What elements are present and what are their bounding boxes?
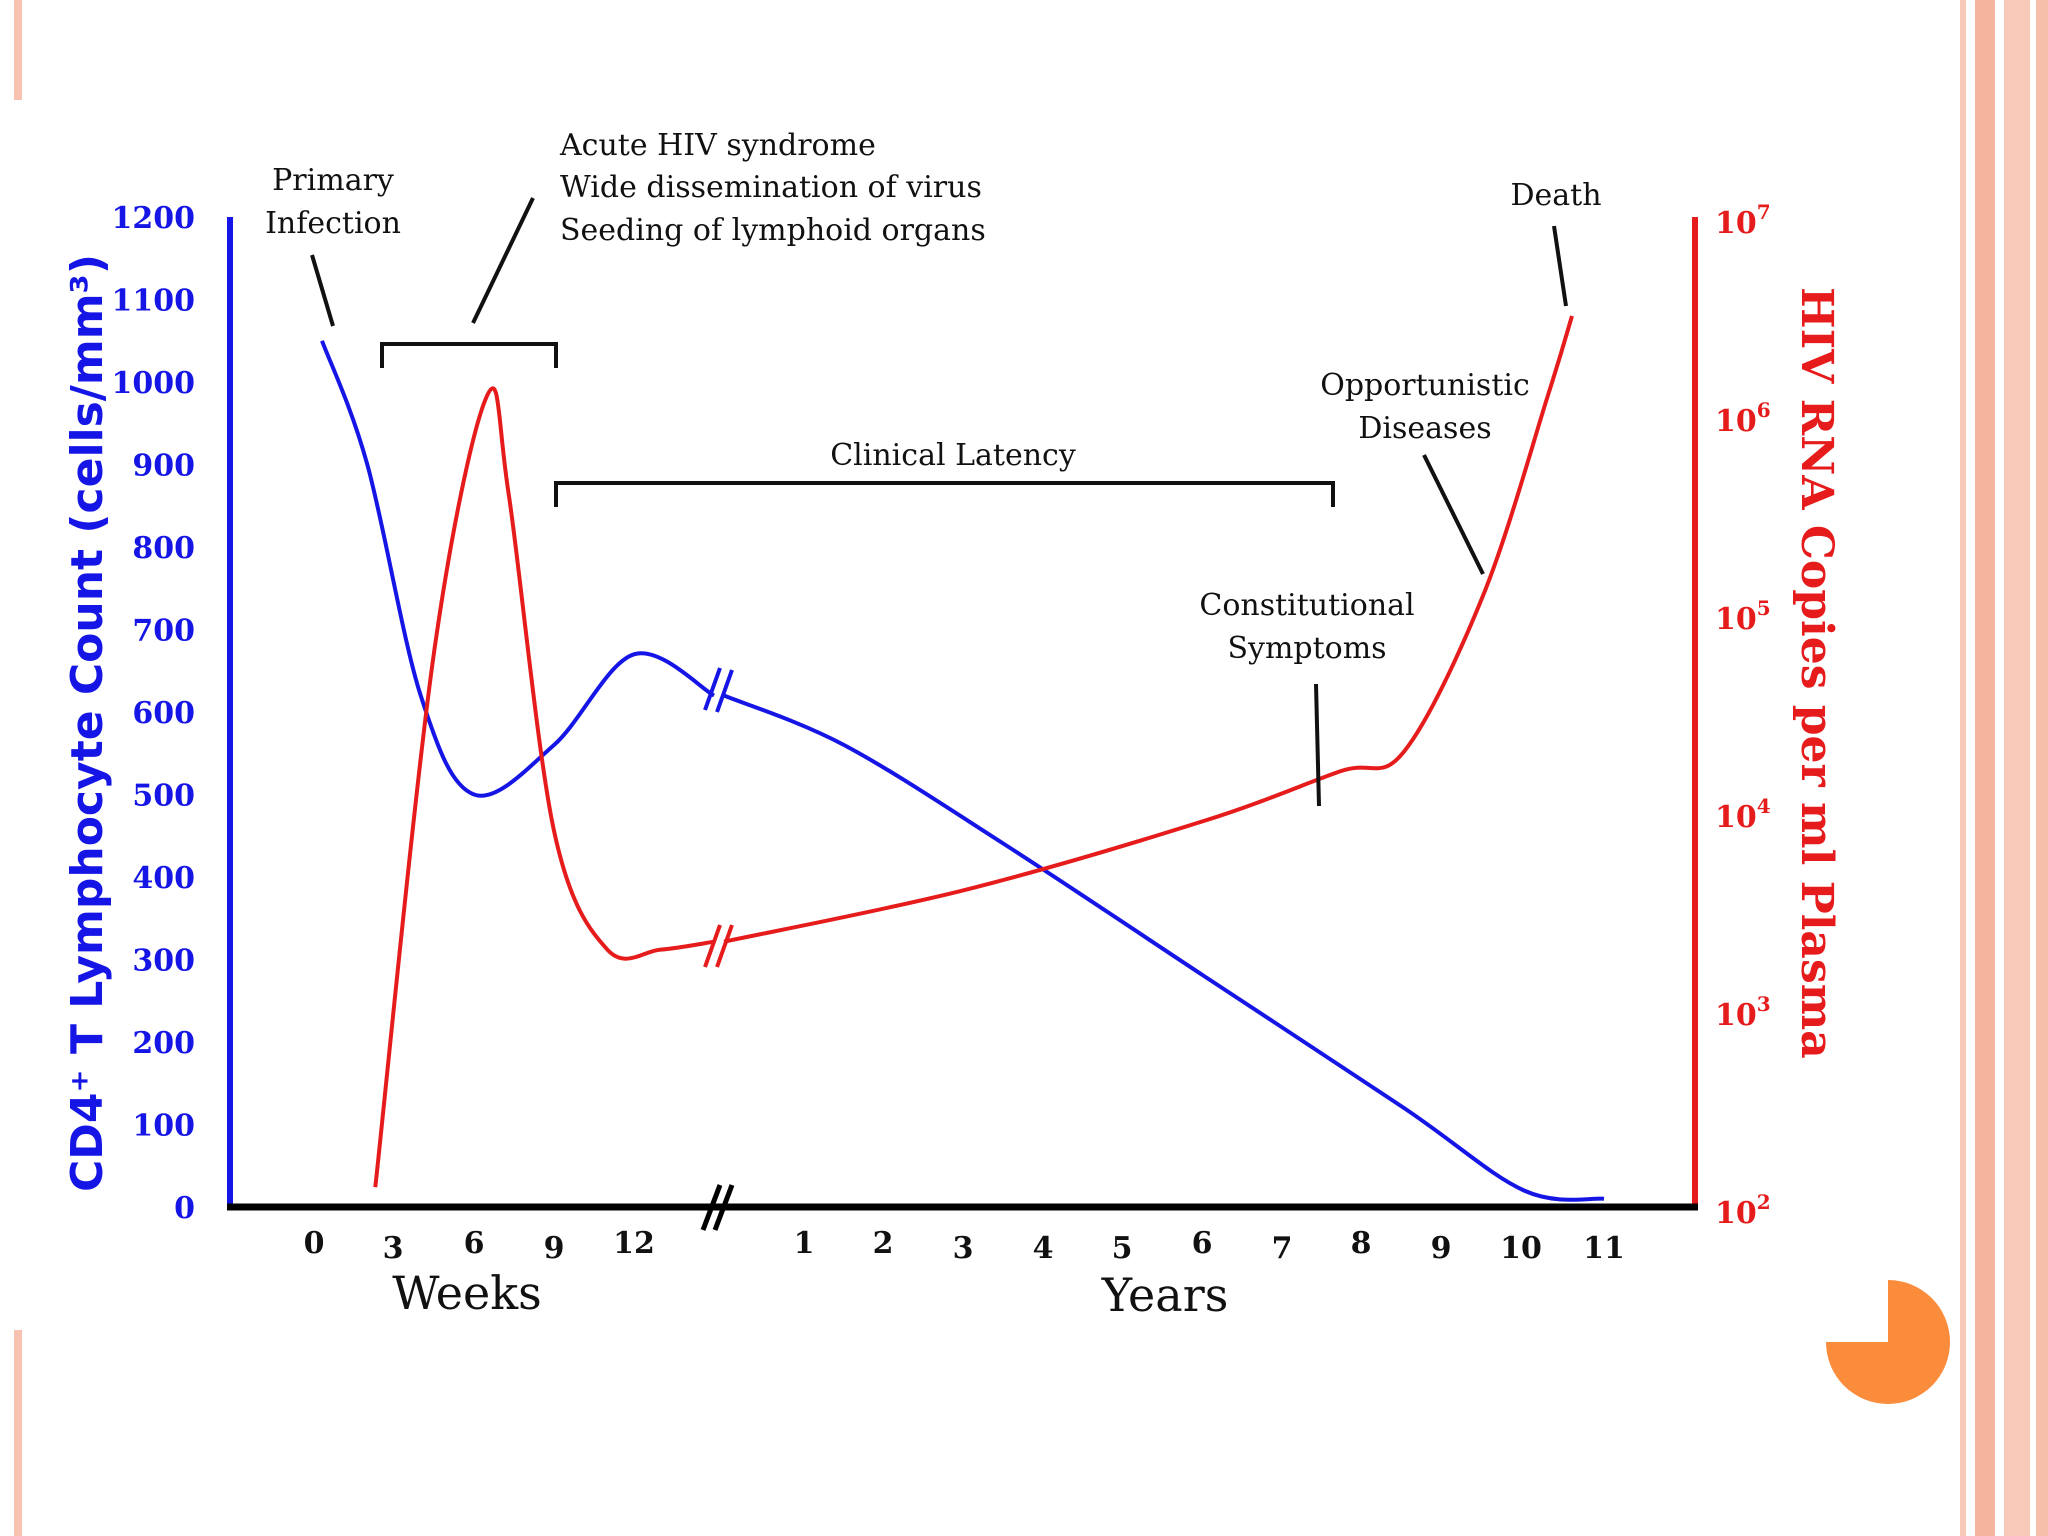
annotation-acute-hiv: Acute HIV syndrome Wide dissemination of… [380, 128, 986, 368]
week-tick-label: 9 [544, 1231, 565, 1266]
left-tick-label: 1100 [112, 284, 196, 319]
annotation-pointer [1552, 225, 1568, 307]
annotation-line: Primary [272, 163, 394, 198]
annotation-line: Symptoms [1227, 631, 1386, 666]
right-axis-ticks: 102 103 104 105 106 107 [1715, 200, 1771, 1231]
year-tick-label: 11 [1583, 1231, 1625, 1266]
week-tick-label: 0 [304, 1226, 325, 1261]
cd4-series-line-years [723, 693, 1605, 1202]
annotation-line: Death [1510, 178, 1601, 213]
annotation-pointer [310, 254, 335, 327]
weeks-axis-label: Weeks [392, 1266, 541, 1320]
right-axis-title: HIV RNA Copies per ml Plasma [1791, 287, 1842, 1059]
week-tick-label: 3 [383, 1231, 404, 1266]
slide-corner-pie-icon [1826, 1280, 1950, 1404]
annotation-death: Death [1510, 178, 1602, 307]
year-tick-label: 10 [1500, 1231, 1542, 1266]
left-tick-label: 200 [132, 1026, 195, 1061]
right-tick-label: 104 [1715, 794, 1771, 835]
year-tick-label: 7 [1272, 1231, 1293, 1266]
right-tick-label: 106 [1715, 398, 1771, 439]
right-tick-label: 107 [1715, 200, 1771, 241]
years-axis-label: Years [1101, 1268, 1229, 1322]
cd4-break-mark-2 [715, 669, 734, 713]
frame-right-stripe-a [1960, 0, 1966, 1536]
rna-series-line-years [723, 315, 1574, 944]
left-tick-label: 300 [132, 944, 195, 979]
annotation-line: Seeding of lymphoid organs [560, 213, 986, 248]
annotation-bracket-acute [380, 342, 558, 368]
frame-right-stripe-b [1975, 0, 1995, 1536]
annotation-pointer [471, 197, 535, 324]
x-year-ticks: 1 2 3 4 5 6 7 8 9 10 11 [794, 1226, 1625, 1266]
left-tick-label: 1000 [112, 366, 196, 401]
rna-break-mark-2 [715, 924, 734, 968]
week-tick-label: 12 [613, 1226, 655, 1261]
rna-series-line-weeks [373, 386, 715, 1188]
annotation-clinical-latency: Clinical Latency [554, 438, 1335, 507]
annotation-line: Diseases [1358, 411, 1491, 446]
annotation-opportunistic-diseases: Opportunistic Diseases [1320, 368, 1530, 575]
left-tick-label: 100 [132, 1109, 195, 1144]
annotation-line: Constitutional [1199, 588, 1414, 623]
annotation-line: Opportunistic [1320, 368, 1530, 403]
rna-break-mark-1 [703, 924, 722, 968]
x-week-ticks: 0 3 6 9 12 [304, 1226, 655, 1266]
year-tick-label: 9 [1431, 1231, 1452, 1266]
left-tick-label: 0 [174, 1191, 195, 1226]
year-tick-label: 8 [1351, 1226, 1372, 1261]
cd4-series-line-weeks [320, 340, 716, 798]
year-tick-label: 1 [794, 1226, 815, 1261]
frame-left-bottom [14, 1330, 22, 1536]
left-tick-label: 600 [132, 696, 195, 731]
annotation-pointer [1314, 683, 1321, 807]
left-tick-label: 700 [132, 614, 195, 649]
left-tick-label: 800 [132, 531, 195, 566]
right-tick-label: 103 [1715, 992, 1771, 1033]
left-tick-label: 900 [132, 449, 195, 484]
left-axis-title: CD4⁺ T Lymphocyte Count (cells/mm³) [62, 254, 113, 1192]
year-tick-label: 3 [953, 1231, 974, 1266]
annotation-line: Acute HIV syndrome [559, 128, 876, 163]
right-tick-label: 105 [1715, 596, 1771, 637]
left-tick-label: 500 [132, 779, 195, 814]
cd4-break-mark-1 [703, 667, 722, 711]
pie-shape [1826, 1280, 1950, 1404]
left-tick-label: 1200 [112, 201, 196, 236]
annotation-line: Infection [265, 206, 401, 241]
frame-right-stripe-d [2036, 0, 2048, 1536]
frame-right-stripe-c [2004, 0, 2030, 1536]
year-tick-label: 4 [1033, 1231, 1054, 1266]
annotation-pointer [1422, 454, 1485, 575]
year-tick-label: 2 [873, 1226, 894, 1261]
x-axis-break-mark-1 [700, 1184, 723, 1231]
left-tick-label: 400 [132, 861, 195, 896]
annotation-bracket-latency [554, 481, 1335, 507]
year-tick-label: 5 [1112, 1231, 1133, 1266]
left-axis-ticks: 0 100 200 300 400 500 600 700 800 900 10… [112, 201, 196, 1226]
annotation-primary-infection: Primary Infection [265, 163, 401, 327]
annotation-line: Clinical Latency [830, 438, 1076, 473]
annotation-constitutional-symptoms: Constitutional Symptoms [1199, 588, 1415, 807]
frame-left-top [14, 0, 22, 100]
annotation-line: Wide dissemination of virus [560, 170, 982, 205]
x-axis-break-mark-2 [712, 1184, 735, 1231]
week-tick-label: 6 [464, 1226, 485, 1261]
right-tick-label: 102 [1715, 1190, 1771, 1231]
year-tick-label: 6 [1192, 1226, 1213, 1261]
